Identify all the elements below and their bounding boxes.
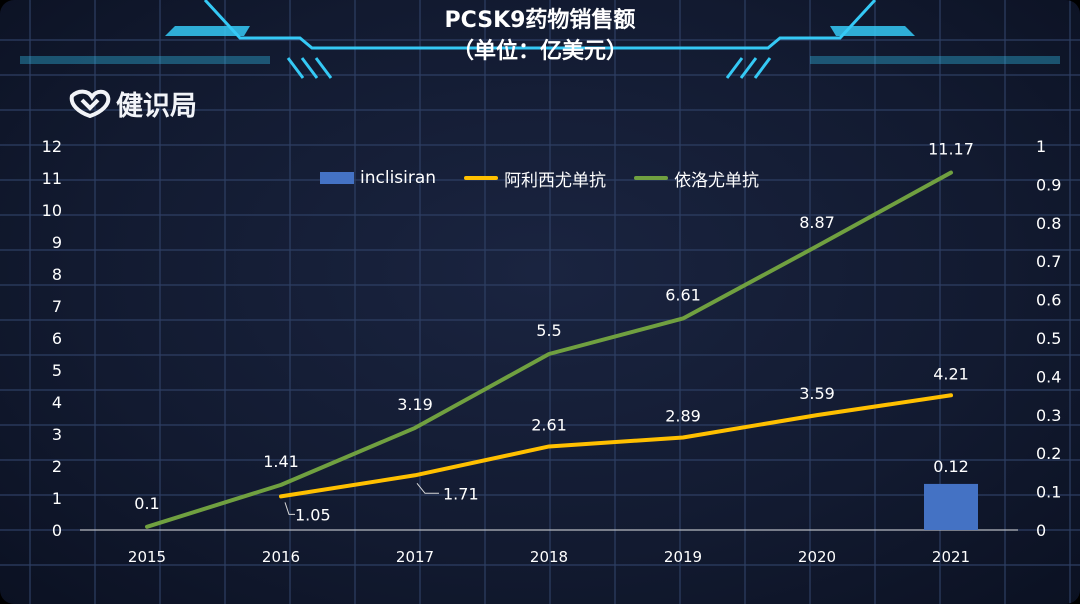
- header-bar-right: [810, 56, 1060, 64]
- data-point-evolocumab: [414, 427, 416, 429]
- logo-text: 健识局: [116, 90, 197, 122]
- data-label-alirocumab: 2.89: [665, 407, 701, 426]
- y-right-tick-label: 1: [1036, 137, 1046, 156]
- header-frame: [20, 0, 1060, 79]
- header-bar-left: [20, 56, 270, 64]
- y-left-tick-label: 10: [42, 201, 62, 220]
- header-slash-left: [286, 57, 305, 79]
- watermark-logo: 健识局: [68, 86, 197, 122]
- legend-item: 依洛尤单抗: [634, 166, 759, 191]
- chart-title-block: PCSK9药物销售额 （单位：亿美元）: [340, 6, 740, 68]
- legend-swatch: [634, 176, 669, 180]
- bar-inclisiran: [924, 483, 978, 530]
- y-left-tick-label: 12: [42, 137, 62, 156]
- leader-line: [416, 482, 439, 494]
- y-left-tick-label: 6: [52, 329, 62, 348]
- x-tick-label: 2020: [798, 548, 836, 566]
- y-left-tick-label: 5: [52, 361, 62, 380]
- y-right-tick-label: 0.7: [1036, 252, 1061, 271]
- data-label-alirocumab: 3.59: [799, 384, 835, 403]
- y-right-tick-label: 0.9: [1036, 175, 1061, 194]
- data-label-evolocumab: 5.5: [536, 321, 561, 340]
- data-point-evolocumab: [146, 526, 148, 528]
- data-point-alirocumab: [414, 474, 416, 476]
- legend-label: 依洛尤单抗: [674, 170, 760, 191]
- data-point-alirocumab: [280, 495, 282, 497]
- y-right-tick-label: 0.6: [1036, 291, 1061, 310]
- x-tick-label: 2015: [128, 548, 166, 566]
- y-right-tick-label: 0.4: [1036, 367, 1061, 386]
- data-label-alirocumab: 2.61: [531, 415, 567, 434]
- data-label-evolocumab: 0.1: [134, 494, 159, 513]
- legend-label: 阿利西尤单抗: [504, 170, 607, 191]
- x-tick-label: 2018: [530, 548, 568, 566]
- data-point-alirocumab: [548, 445, 550, 447]
- data-label-evolocumab: 6.61: [665, 285, 701, 304]
- legend-swatch: [320, 172, 354, 184]
- leader-line: [284, 502, 295, 515]
- data-point-alirocumab: [682, 437, 684, 439]
- y-right-tick-label: 0.1: [1036, 483, 1061, 502]
- data-label-evolocumab: 1.41: [263, 452, 299, 471]
- data-label-alirocumab: 1.71: [443, 484, 479, 503]
- legend-item: inclisiran: [320, 168, 436, 188]
- legend-item: 阿利西尤单抗: [464, 166, 606, 191]
- y-left-tick-label: 4: [52, 393, 62, 412]
- y-left-tick-label: 7: [52, 297, 62, 316]
- chart-title: PCSK9药物销售额: [444, 8, 636, 33]
- y-left-tick-label: 8: [52, 265, 62, 284]
- data-label-evolocumab: 3.19: [397, 395, 433, 414]
- data-point-evolocumab: [548, 353, 550, 355]
- header-slash-right: [739, 57, 758, 79]
- legend: inclisiran 阿利西尤单抗 依洛尤单抗: [320, 166, 787, 191]
- y-left-tick-label: 1: [52, 489, 62, 508]
- y-left-tick-label: 11: [42, 169, 62, 188]
- y-left-tick-label: 3: [52, 425, 62, 444]
- data-point-evolocumab: [280, 484, 282, 486]
- x-tick-label: 2016: [262, 548, 300, 566]
- header-accent-right: [830, 26, 1010, 36]
- y-left-tick-label: 2: [52, 457, 62, 476]
- data-point-evolocumab: [816, 245, 818, 247]
- y-right-tick-label: 0.5: [1036, 329, 1061, 348]
- legend-swatch: [464, 176, 499, 180]
- data-label-evolocumab: 8.87: [799, 213, 835, 232]
- header-frame-line: [203, 0, 877, 50]
- header-slash-right: [725, 57, 744, 79]
- data-point-evolocumab: [682, 317, 684, 319]
- data-point-alirocumab: [816, 414, 818, 416]
- x-tick-label: 2019: [664, 548, 702, 566]
- header-slash-left: [314, 57, 333, 79]
- chart-subtitle: （单位：亿美元）: [451, 39, 628, 64]
- y-right-tick-label: 0: [1036, 521, 1046, 540]
- data-point-alirocumab: [950, 394, 952, 396]
- y-left-tick-label: 9: [52, 233, 62, 252]
- data-label-alirocumab: 1.05: [295, 505, 331, 524]
- y-right-tick-label: 0.8: [1036, 214, 1061, 233]
- x-tick-label: 2021: [932, 548, 970, 566]
- logo-icon: [69, 89, 111, 118]
- y-right-tick-label: 0.2: [1036, 444, 1061, 463]
- data-label-evolocumab: 11.17: [928, 140, 974, 159]
- data-label-inclisiran: 0.12: [933, 457, 969, 476]
- data-point-evolocumab: [950, 172, 952, 174]
- series-line-alirocumab: [279, 393, 953, 499]
- y-left-tick-label: 0: [52, 521, 62, 540]
- x-tick-label: 2017: [396, 548, 434, 566]
- header-slash-left: [300, 57, 319, 79]
- legend-label: inclisiran: [360, 168, 437, 188]
- y-right-tick-label: 0.3: [1036, 406, 1061, 425]
- data-label-alirocumab: 4.21: [933, 364, 969, 383]
- header-accent-left: [70, 26, 250, 36]
- header-slash-right: [753, 57, 772, 79]
